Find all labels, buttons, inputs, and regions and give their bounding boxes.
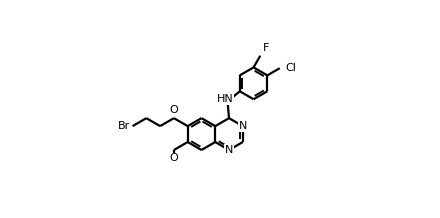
Text: Cl: Cl bbox=[285, 63, 296, 73]
Text: O: O bbox=[169, 105, 178, 115]
Text: Br: Br bbox=[117, 121, 130, 131]
Text: N: N bbox=[238, 121, 247, 131]
Text: F: F bbox=[263, 43, 269, 53]
Text: HN: HN bbox=[217, 94, 234, 104]
Text: N: N bbox=[225, 145, 233, 155]
Text: O: O bbox=[169, 153, 178, 163]
